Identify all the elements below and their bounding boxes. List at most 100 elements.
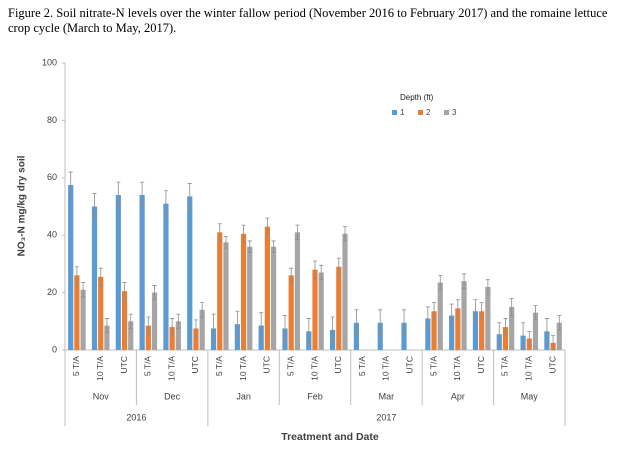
year-label: 2017 [376, 412, 396, 422]
month-label: May [521, 391, 539, 401]
error-bar [425, 306, 430, 331]
error-bar [313, 260, 317, 279]
bar [401, 322, 407, 350]
bar [509, 306, 515, 350]
bar [91, 206, 98, 350]
bar [163, 203, 169, 350]
y-tick-label: 60 [47, 172, 57, 182]
bar [312, 269, 318, 350]
bar [68, 184, 74, 350]
error-bar [81, 282, 86, 298]
x-tick-label: 5 T/A [285, 356, 295, 376]
x-tick-label: 5 T/A [214, 356, 224, 376]
bar [74, 275, 80, 350]
y-tick-label: 20 [47, 287, 57, 297]
bar [485, 286, 491, 350]
x-tick-label: 10 T/A [381, 356, 391, 381]
bar [240, 233, 247, 350]
error-bar [378, 309, 383, 337]
bar [532, 312, 539, 350]
bar [479, 311, 485, 350]
x-axis-title: Treatment and Date [281, 431, 379, 443]
error-bar [330, 316, 335, 344]
error-bar [319, 264, 324, 281]
x-tick-label: UTC [476, 356, 486, 373]
error-bar [343, 226, 348, 242]
error-bar [509, 297, 514, 316]
error-bar [241, 224, 246, 243]
error-bar [265, 217, 270, 236]
bar [175, 321, 181, 350]
legend-label: 2 [426, 108, 431, 117]
error-bar [68, 171, 73, 199]
bar [353, 322, 360, 350]
month-label: Dec [164, 391, 181, 401]
error-bar [551, 335, 556, 351]
y-axis-title: NO₃-N mg/kg dry soil [17, 155, 28, 256]
error-bar [306, 318, 311, 345]
error-bar [533, 305, 538, 321]
error-bar [217, 223, 222, 242]
error-bar [432, 302, 437, 321]
legend-swatch [418, 110, 423, 115]
error-bar [497, 322, 502, 347]
x-tick-label: 5 T/A [428, 356, 438, 376]
bar [437, 282, 443, 350]
bar [169, 327, 175, 350]
legend-swatch [392, 110, 397, 115]
error-bar [473, 299, 478, 324]
legend-label: 3 [452, 108, 457, 117]
bar [80, 289, 86, 350]
error-bar [247, 240, 252, 253]
error-bar [116, 181, 121, 209]
legend-title: Depth (ft) [400, 93, 434, 102]
bar [336, 266, 342, 350]
error-bar [140, 181, 145, 209]
bar [556, 322, 562, 350]
bar [98, 276, 104, 350]
x-tick-label: UTC [547, 356, 557, 373]
bar [288, 275, 294, 350]
error-bar [544, 318, 549, 345]
bar [431, 311, 437, 350]
legend-label: 1 [400, 108, 405, 117]
error-bar [354, 309, 359, 337]
error-bar [187, 183, 192, 210]
month-label: Jan [236, 391, 251, 401]
error-bar [223, 236, 228, 249]
error-bar [235, 310, 240, 338]
legend-swatch [444, 110, 449, 115]
bar [217, 232, 223, 350]
bar [193, 328, 199, 350]
x-tick-label: UTC [262, 356, 272, 373]
error-bar [259, 312, 264, 339]
error-bar [128, 313, 133, 329]
bar [121, 291, 128, 350]
error-bar [449, 303, 454, 328]
error-bar [146, 316, 151, 335]
bar [104, 325, 110, 350]
year-label: 2016 [126, 412, 146, 422]
bar [294, 232, 300, 350]
month-label: Feb [307, 391, 323, 401]
error-bar [527, 330, 532, 347]
bar [264, 226, 270, 350]
error-bar [200, 302, 205, 318]
bar [151, 292, 158, 350]
x-tick-label: 5 T/A [500, 356, 510, 376]
x-tick-label: 5 T/A [143, 356, 153, 376]
error-bar [98, 267, 103, 286]
error-bar [104, 318, 109, 334]
error-bar [282, 315, 287, 342]
x-tick-label: 10 T/A [524, 356, 534, 381]
error-bar [479, 302, 484, 321]
bar [342, 233, 348, 350]
bar [145, 325, 151, 350]
x-tick-label: 10 T/A [95, 356, 105, 381]
month-label: Apr [451, 391, 465, 401]
x-tick-label: 10 T/A [309, 356, 319, 381]
bar [449, 315, 455, 350]
x-tick-label: 10 T/A [452, 356, 462, 381]
